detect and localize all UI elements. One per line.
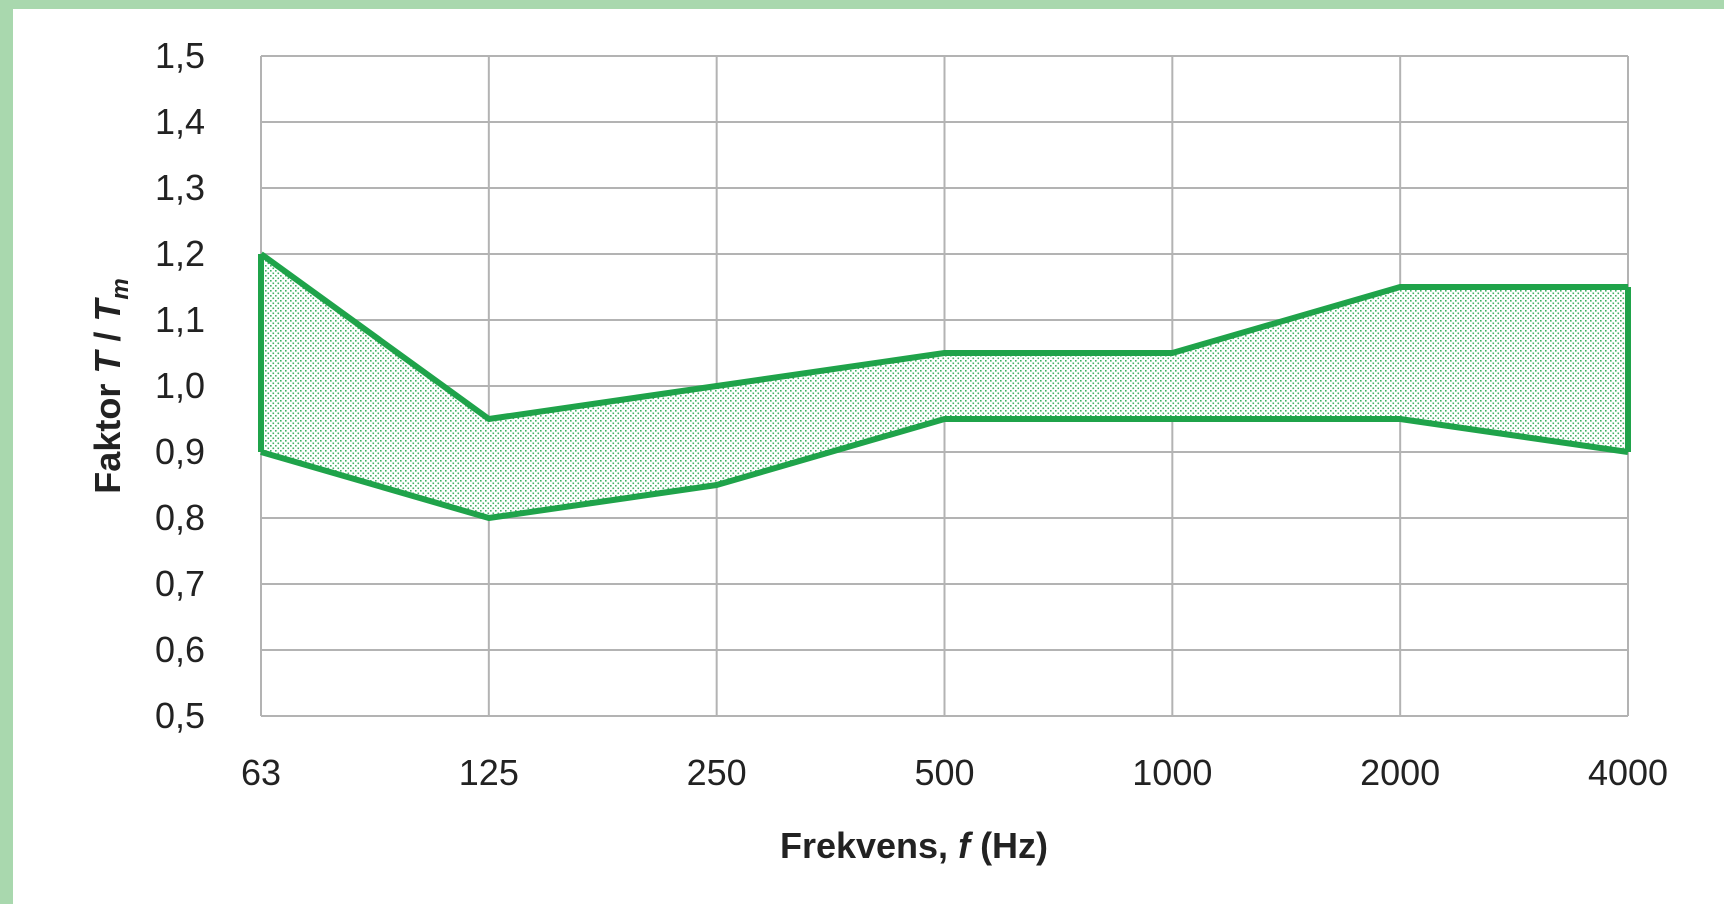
- y-tick-label: 1,0: [155, 365, 205, 406]
- x-tick-label: 500: [914, 752, 974, 793]
- tolerance-band: [258, 251, 1631, 521]
- x-axis-title: Frekvens, f (Hz): [780, 825, 1048, 866]
- y-tick-label: 0,9: [155, 431, 205, 472]
- y-tick-label: 0,8: [155, 497, 205, 538]
- lower-limit-line: [260, 416, 1629, 521]
- y-tick-label: 0,7: [155, 563, 205, 604]
- x-tick-label: 4000: [1588, 752, 1668, 793]
- grid: [260, 55, 1629, 717]
- x-tick-labels: 63 125 250 500 1000 2000 4000: [241, 752, 1668, 793]
- y-tick-label: 0,5: [155, 695, 205, 736]
- x-tick-label: 1000: [1132, 752, 1212, 793]
- x-tick-label: 2000: [1360, 752, 1440, 793]
- x-tick-label: 250: [687, 752, 747, 793]
- x-tick-label: 125: [459, 752, 519, 793]
- upper-limit-line: [259, 251, 1628, 422]
- y-tick-label: 1,5: [155, 35, 205, 76]
- y-tick-label: 1,3: [155, 167, 205, 208]
- y-axis-title: Faktor T / Tm: [87, 278, 134, 493]
- y-tick-labels: 0,5 0,6 0,7 0,8 0,9 1,0 1,1 1,2 1,3 1,4 1,5: [155, 35, 205, 736]
- y-tick-label: 1,4: [155, 101, 205, 142]
- y-tick-label: 0,6: [155, 629, 205, 670]
- y-tick-label: 1,1: [155, 299, 205, 340]
- y-tick-label: 1,2: [155, 233, 205, 274]
- x-tick-label: 63: [241, 752, 281, 793]
